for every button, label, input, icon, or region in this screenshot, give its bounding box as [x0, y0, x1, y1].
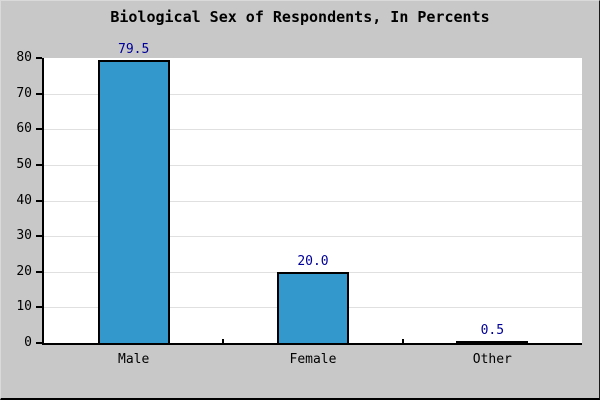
- x-tick: [222, 339, 225, 343]
- y-tick-label: 70: [16, 85, 32, 101]
- y-tick: [36, 128, 42, 131]
- y-tick: [36, 163, 42, 166]
- y-tick-label: 60: [16, 121, 32, 137]
- y-tick: [36, 342, 42, 344]
- y-tick-label: 40: [16, 192, 32, 208]
- y-tick: [36, 235, 42, 238]
- bar: [277, 272, 349, 343]
- y-tick-label: 20: [16, 263, 32, 279]
- y-tick-label: 50: [16, 156, 32, 172]
- y-tick: [36, 57, 42, 59]
- chart-title: Biological Sex of Respondents, In Percen…: [110, 8, 490, 26]
- x-tick: [401, 339, 404, 343]
- gridline: [44, 129, 582, 131]
- category-label: Other: [472, 352, 512, 367]
- bar-value-label: 0.5: [480, 323, 505, 338]
- gridline: [44, 236, 582, 238]
- y-tick-label: 10: [16, 299, 32, 315]
- y-tick-label: 30: [16, 228, 32, 244]
- y-tick: [36, 270, 42, 273]
- y-tick: [36, 199, 42, 202]
- bar-value-label: 79.5: [118, 42, 150, 57]
- category-label: Male: [118, 352, 150, 367]
- y-tick: [36, 92, 42, 95]
- bar: [97, 60, 170, 343]
- gridline: [44, 164, 582, 166]
- gridline: [44, 93, 582, 95]
- y-tick: [36, 306, 42, 309]
- category-label: Female: [289, 352, 337, 367]
- bar: [456, 341, 529, 343]
- gridline: [44, 200, 582, 202]
- plot-area: 0 10 20 30 40 50 60 70 80 79.5 Male 20.0 Female 0.5 Ot…: [16, 43, 582, 367]
- y-tick-label: 80: [16, 50, 32, 65]
- y-tick-label: 0: [24, 335, 32, 350]
- bar-value-label: 20.0: [297, 254, 329, 269]
